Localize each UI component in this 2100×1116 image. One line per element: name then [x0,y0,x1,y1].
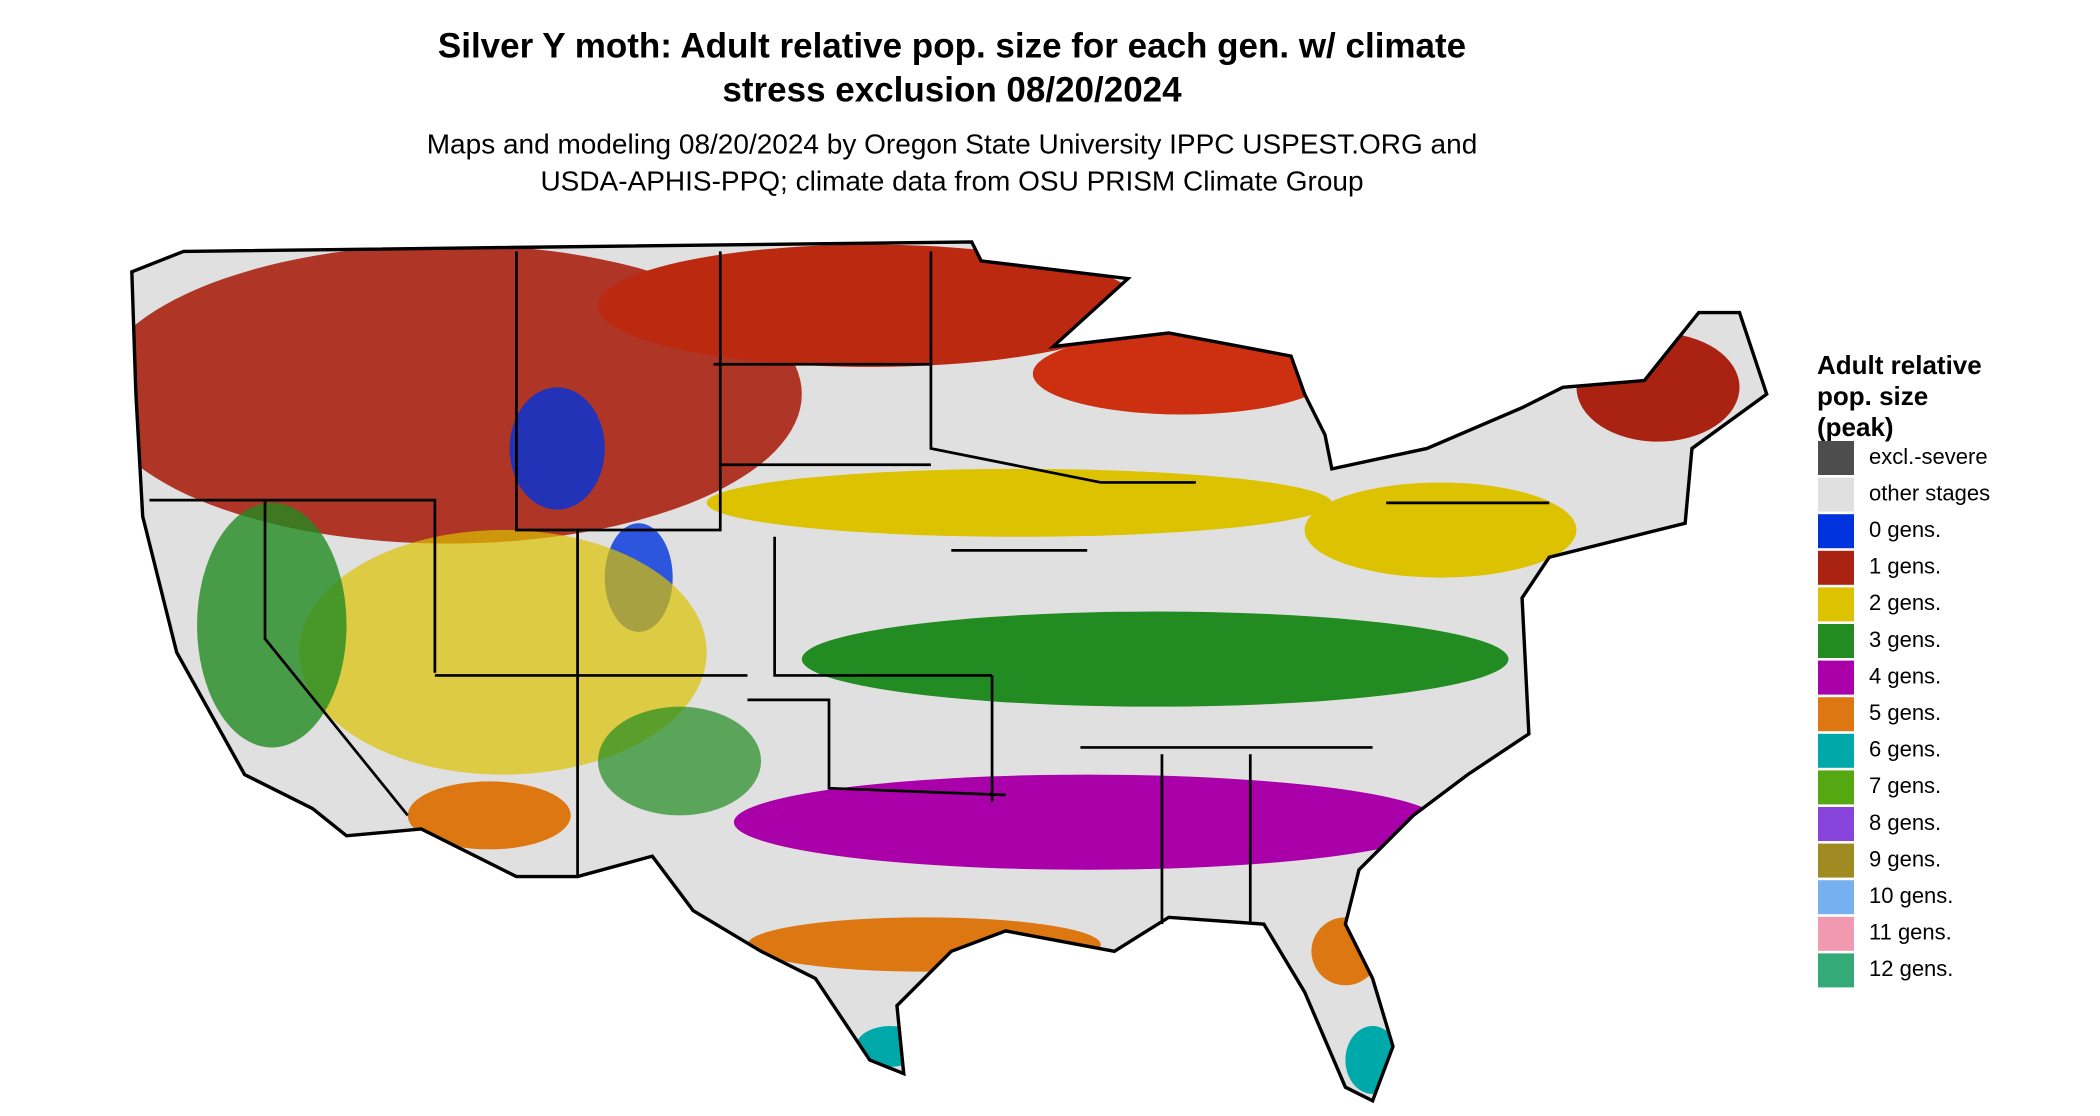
legend-title: Adult relative [1817,350,1982,380]
legend-swatch [1818,477,1854,512]
subtitle-line: Maps and modeling 08/20/2024 by Oregon S… [427,128,1478,159]
legend-swatch [1818,953,1854,988]
legend-swatch [1818,587,1854,622]
legend-swatch [1818,441,1854,475]
legend-label: 12 gens. [1869,956,1953,981]
legend-label: 9 gens. [1869,846,1941,871]
subtitle-line: USDA-APHIS-PPQ; climate data from OSU PR… [540,165,1363,196]
legend-label: 10 gens. [1869,883,1953,908]
legend-label: 11 gens. [1869,920,1952,945]
legend-swatch [1818,733,1854,768]
legend-label: other stages [1869,480,1990,505]
legend-label: 3 gens. [1869,627,1941,652]
legend-swatch [1818,624,1854,658]
legend-label: 1 gens. [1869,554,1941,579]
titles: Silver Y moth: Adult relative pop. size … [427,26,1478,196]
legend-swatch [1818,916,1854,951]
legend-swatch [1818,880,1854,915]
legend-swatch [1818,807,1854,841]
legend-label: 5 gens. [1869,700,1941,725]
title-line: stress exclusion 08/20/2024 [722,70,1182,109]
legend-label: 7 gens. [1869,773,1941,798]
legend-swatch [1818,550,1854,585]
legend-label: 6 gens. [1869,737,1941,762]
legend-label: 4 gens. [1869,663,1941,688]
us-map [130,240,1769,1104]
legend-title: pop. size [1817,381,1928,411]
legend-swatch [1818,660,1854,695]
legend-swatch [1818,843,1854,878]
legend-label: 8 gens. [1869,810,1941,835]
legend-swatch [1818,770,1854,805]
legend-swatch [1818,697,1854,732]
title-line: Silver Y moth: Adult relative pop. size … [438,26,1466,65]
legend-swatch [1818,514,1854,549]
legend-title: (peak) [1817,412,1894,442]
legend-label: excl.-severe [1869,444,1988,469]
legend-label: 2 gens. [1869,590,1941,615]
legend-label: 0 gens. [1869,517,1941,542]
